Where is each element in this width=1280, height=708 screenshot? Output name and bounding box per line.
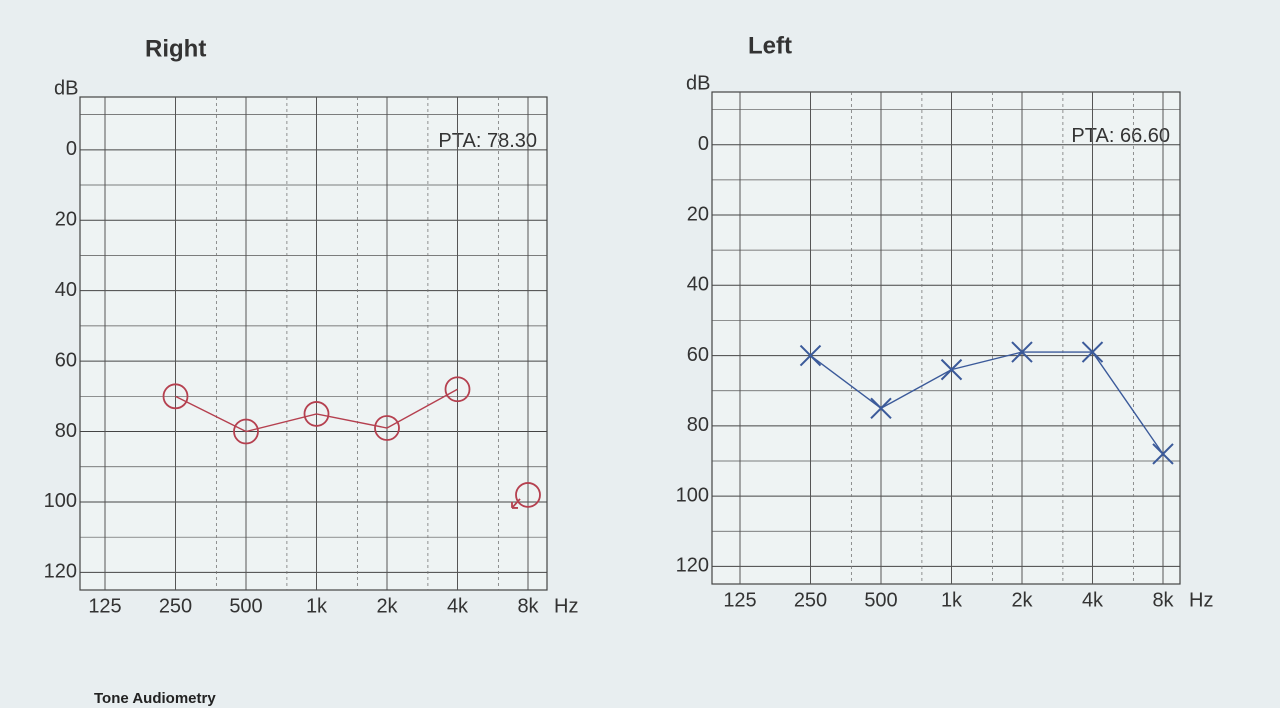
cross-stroke [1011, 341, 1033, 363]
y-axis-label: dB [54, 77, 78, 99]
series-line [175, 388, 458, 433]
cross-marker [1011, 341, 1033, 363]
circle-marker [233, 418, 259, 445]
plot-area [79, 96, 548, 591]
plot-area [711, 91, 1181, 585]
circle-marker [444, 376, 471, 403]
x-tick-label: 500 [229, 595, 262, 617]
cross-stroke [799, 344, 822, 367]
x-tick-label: 125 [723, 589, 756, 611]
x-unit: Hz [554, 595, 578, 617]
cross-marker [1081, 341, 1104, 363]
y-tick-label: 120 [44, 561, 77, 583]
x-tick-label: 1k [941, 589, 963, 611]
series-line [810, 351, 1164, 455]
cross-marker [870, 397, 892, 419]
y-tick-label: 120 [676, 555, 709, 577]
no-response-arrow [511, 498, 521, 509]
y-tick-label: 40 [687, 274, 709, 296]
x-tick-label: 500 [864, 589, 897, 611]
x-tick-label: 125 [88, 595, 121, 617]
y-tick-label: 0 [698, 133, 709, 155]
cross-marker [1152, 443, 1174, 465]
y-tick-label: 0 [66, 138, 77, 160]
x-tick-label: 8k [517, 595, 539, 617]
y-tick-label: 40 [55, 279, 77, 301]
y-tick-label: 100 [676, 484, 709, 506]
y-tick-label: 20 [55, 209, 77, 231]
x-tick-label: 4k [447, 595, 469, 617]
x-tick-label: 2k [1011, 589, 1033, 611]
chart-title: Right [145, 35, 206, 62]
chart-title: Left [748, 32, 792, 59]
circle-marker [162, 383, 189, 410]
pta-annotation: PTA: 78.30 [438, 130, 537, 152]
y-axis-label: dB [686, 72, 710, 94]
y-tick-label: 20 [687, 203, 709, 225]
y-tick-label: 60 [687, 344, 709, 366]
y-tick-label: 80 [55, 420, 77, 442]
cross-stroke [870, 397, 892, 419]
y-tick-label: 100 [44, 490, 77, 512]
x-tick-label: 4k [1082, 589, 1104, 611]
footer: Tone Audiometry [94, 690, 216, 707]
circle-marker [374, 415, 400, 441]
y-tick-label: 60 [55, 349, 77, 371]
pta-annotation: PTA: 66.60 [1071, 125, 1170, 147]
circle-marker [303, 401, 330, 427]
cross-stroke [1152, 443, 1174, 465]
cross-stroke [940, 358, 963, 381]
y-tick-label: 80 [687, 414, 709, 436]
x-tick-label: 2k [376, 595, 398, 617]
x-tick-label: 1k [306, 595, 328, 617]
x-tick-label: 250 [159, 595, 192, 617]
x-tick-label: 250 [794, 589, 827, 611]
cross-stroke [1081, 341, 1104, 363]
cross-marker [799, 344, 822, 367]
x-tick-label: 8k [1152, 589, 1174, 611]
circle-marker [515, 482, 541, 508]
x-unit: Hz [1189, 589, 1213, 611]
cross-marker [940, 358, 963, 381]
